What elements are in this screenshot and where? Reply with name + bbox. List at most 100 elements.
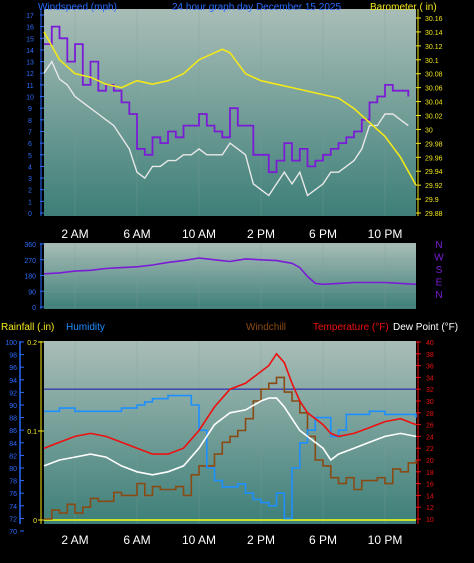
barometer-axis-label: Barometer ( in) xyxy=(370,2,437,13)
windspeed-tick-label: 12 xyxy=(26,71,34,78)
dewpoint-line xyxy=(43,397,417,476)
compass-label: S xyxy=(436,265,443,276)
temperature-tick-label: 38 xyxy=(426,352,434,359)
humidity-tick-label: 84 xyxy=(9,441,17,448)
wind-series xyxy=(43,25,417,197)
humidity-axis-label: Humidity xyxy=(66,322,105,333)
humidity-tick-label: 98 xyxy=(9,353,17,360)
time-tick-label: 2 PM xyxy=(247,533,275,547)
humidity-tick-label: 96 xyxy=(9,365,17,372)
compass-label: E xyxy=(436,278,443,289)
humidity-tick-label: 94 xyxy=(9,378,17,385)
time-tick-label: 6 AM xyxy=(123,227,150,241)
barometer-line xyxy=(43,31,417,186)
temperature-tick-label: 34 xyxy=(426,375,434,382)
direction-line xyxy=(43,257,417,286)
barometer-tick-label: 30.12 xyxy=(425,44,443,51)
barometer-tick-label: 29.94 xyxy=(425,169,443,176)
temperature-tick-label: 40 xyxy=(426,340,434,347)
windchill-legend-label: Windchill xyxy=(246,322,286,333)
humidity-axis-ticks: 70 72 74 76 78 80 82 84 86 88 90 92 94 96 98 100 xyxy=(5,340,24,536)
humidity-tick-label: 72 xyxy=(9,516,17,523)
temperature-tick-label: 10 xyxy=(426,517,434,524)
barometer-tick-label: 29.88 xyxy=(425,211,443,218)
humidity-tick-label: 82 xyxy=(9,453,17,460)
windspeed-tick-label: 15 xyxy=(26,36,34,43)
barometer-tick-label: 29.92 xyxy=(425,183,443,190)
dewpoint-legend-label: Dew Point (°F) xyxy=(393,322,458,333)
barometer-tick-label: 29.98 xyxy=(425,141,443,148)
barometer-tick-label: 30.1 xyxy=(425,58,439,65)
humidity-tick-label: 100 xyxy=(5,340,17,347)
temperature-tick-label: 30 xyxy=(426,399,434,406)
humidity-tick-label: 90 xyxy=(9,403,17,410)
windspeed-tick-label: 11 xyxy=(26,83,33,90)
direction-series xyxy=(43,257,417,286)
temperature-line xyxy=(43,352,417,455)
temperature-tick-label: 14 xyxy=(426,493,434,500)
temperature-tick-label: 26 xyxy=(426,423,434,430)
temperature-tick-label: 28 xyxy=(426,411,434,418)
humidity-tick-label: 80 xyxy=(9,466,17,473)
time-tick-label: 6 AM xyxy=(123,533,150,547)
barometer-tick-label: 30.08 xyxy=(425,72,443,79)
direction-tick-label: 0 xyxy=(32,305,36,312)
humidity-tick-label: 78 xyxy=(9,479,17,486)
temperature-time-axis: 2 AM 6 AM 10 AM 2 PM 6 PM 10 PM xyxy=(61,533,402,547)
humidity-tick-label: 76 xyxy=(9,491,17,498)
windspeed-tick-label: 13 xyxy=(26,60,34,67)
temperature-tick-label: 20 xyxy=(426,458,434,465)
rainfall-axis-label: Rainfall (.in) xyxy=(1,322,54,333)
direction-tick-label: 360 xyxy=(24,242,36,249)
temperature-tick-label: 12 xyxy=(426,505,434,512)
rainfall-tick-label: 0.2 xyxy=(27,340,37,347)
humidity-tick-label: 70 xyxy=(9,529,17,536)
windspeed-tick-label: 17 xyxy=(26,13,34,20)
barometer-tick-label: 30.02 xyxy=(425,114,443,121)
windspeed-tick-label: 3 xyxy=(28,176,32,183)
rainfall-tick-label: 0 xyxy=(33,518,37,525)
windspeed-tick-label: 1 xyxy=(28,199,32,206)
temperature-axis-ticks: 10 12 14 16 18 20 22 24 26 28 30 32 34 36 38 40 xyxy=(416,340,434,524)
time-tick-label: 2 AM xyxy=(61,533,88,547)
time-tick-label: 10 AM xyxy=(182,227,216,241)
humidity-tick-label: 88 xyxy=(9,416,17,423)
windspeed-tick-label: 6 xyxy=(28,141,32,148)
barometer-axis-ticks: 29.88 29.9 29.92 29.94 29.96 29.98 30 30.02 30.0… xyxy=(416,9,443,218)
temperature-legend-label: Temperature (°F) xyxy=(313,322,389,333)
humidity-tick-label: 74 xyxy=(9,504,17,511)
wind-time-axis: 2 AM 6 AM 10 AM 2 PM 6 PM 10 PM xyxy=(61,227,402,241)
direction-tick-label: 270 xyxy=(24,258,36,265)
time-tick-label: 10 PM xyxy=(368,227,403,241)
compass-label: N xyxy=(435,240,442,251)
wind_avg-line xyxy=(43,60,409,197)
temperature-series xyxy=(43,352,417,521)
chart-title: 24 hour graph day December 15 2025 xyxy=(172,2,341,13)
windspeed-tick-label: 16 xyxy=(26,25,34,32)
temperature-tick-label: 18 xyxy=(426,470,434,477)
windspeed-tick-label: 10 xyxy=(26,95,34,102)
time-tick-label: 6 PM xyxy=(309,227,337,241)
time-tick-label: 10 PM xyxy=(368,533,403,547)
temperature-tick-label: 22 xyxy=(426,446,434,453)
windspeed-tick-label: 7 xyxy=(28,129,32,136)
windspeed-tick-label: 2 xyxy=(28,188,32,195)
rainfall-axis-ticks: 0 0.1 0.2 xyxy=(27,340,44,525)
barometer-tick-label: 30.04 xyxy=(425,100,443,107)
direction-axis-ticks: 0 90 180 270 360 xyxy=(24,242,44,312)
barometer-tick-label: 30.06 xyxy=(425,86,443,93)
time-tick-label: 2 PM xyxy=(247,227,275,241)
direction-tick-label: 90 xyxy=(28,289,36,296)
temperature-plot-area xyxy=(44,341,416,524)
temperature-tick-label: 24 xyxy=(426,434,434,441)
rainfall-tick-label: 0.1 xyxy=(27,429,37,436)
direction-gridlines xyxy=(44,243,416,309)
barometer-tick-label: 29.9 xyxy=(425,197,439,204)
barometer-tick-label: 30 xyxy=(425,127,433,134)
windspeed-tick-label: 0 xyxy=(28,211,32,218)
